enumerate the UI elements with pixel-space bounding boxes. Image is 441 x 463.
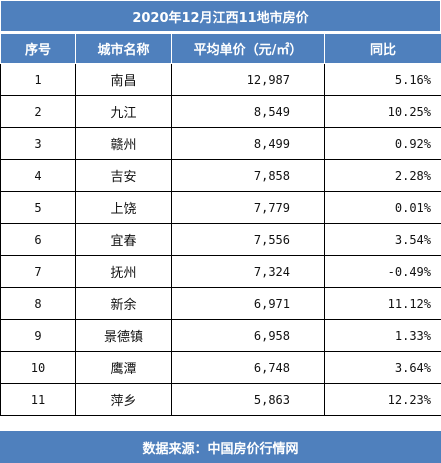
cell-index: 11: [0, 383, 76, 416]
table-row: 5 上饶 7,779 0.01%: [0, 191, 441, 224]
table-row: 2 九江 8,549 10.25%: [0, 95, 441, 128]
cell-city: 抚州: [75, 255, 172, 288]
cell-yoy: 2.28%: [324, 159, 441, 192]
table-row: 11 萍乡 5,863 12.23%: [0, 383, 441, 416]
header-city: 城市名称: [75, 33, 172, 64]
cell-yoy: -0.49%: [324, 255, 441, 288]
cell-index: 10: [0, 351, 76, 384]
cell-index: 9: [0, 319, 76, 352]
cell-price: 8,499: [171, 127, 325, 160]
cell-yoy: 11.12%: [324, 287, 441, 320]
cell-index: 4: [0, 159, 76, 192]
cell-yoy: 0.01%: [324, 191, 441, 224]
cell-yoy: 3.64%: [324, 351, 441, 384]
cell-index: 7: [0, 255, 76, 288]
cell-city: 萍乡: [75, 383, 172, 416]
cell-price: 7,556: [171, 223, 325, 256]
table-row: 8 新余 6,971 11.12%: [0, 287, 441, 320]
title-divider: [0, 31, 441, 33]
cell-city: 南昌: [75, 63, 172, 96]
city-price-table: 序号 城市名称 平均单价（元/㎡） 同比 1 南昌 12,987 5.16% 2…: [0, 33, 441, 416]
cell-price: 7,779: [171, 191, 325, 224]
cell-price: 5,863: [171, 383, 325, 416]
header-index: 序号: [0, 33, 76, 64]
table-row: 10 鹰潭 6,748 3.64%: [0, 351, 441, 384]
cell-city: 鹰潭: [75, 351, 172, 384]
cell-city: 景德镇: [75, 319, 172, 352]
cell-yoy: 3.54%: [324, 223, 441, 256]
table-row: 3 赣州 8,499 0.92%: [0, 127, 441, 160]
cell-yoy: 5.16%: [324, 63, 441, 96]
cell-yoy: 12.23%: [324, 383, 441, 416]
cell-price: 6,748: [171, 351, 325, 384]
cell-city: 吉安: [75, 159, 172, 192]
table-row: 4 吉安 7,858 2.28%: [0, 159, 441, 192]
header-price: 平均单价（元/㎡）: [171, 33, 325, 64]
cell-city: 九江: [75, 95, 172, 128]
cell-city: 新余: [75, 287, 172, 320]
cell-price: 6,971: [171, 287, 325, 320]
cell-city: 宜春: [75, 223, 172, 256]
cell-price: 12,987: [171, 63, 325, 96]
cell-index: 1: [0, 63, 76, 96]
header-row: 序号 城市名称 平均单价（元/㎡） 同比: [0, 33, 441, 64]
cell-price: 6,958: [171, 319, 325, 352]
cell-index: 8: [0, 287, 76, 320]
cell-price: 8,549: [171, 95, 325, 128]
cell-city: 上饶: [75, 191, 172, 224]
cell-index: 5: [0, 191, 76, 224]
cell-index: 2: [0, 95, 76, 128]
table-row: 7 抚州 7,324 -0.49%: [0, 255, 441, 288]
source-footer: 数据来源：中国房价行情网: [0, 431, 441, 463]
cell-yoy: 1.33%: [324, 319, 441, 352]
table-row: 6 宜春 7,556 3.54%: [0, 223, 441, 256]
header-yoy: 同比: [324, 33, 441, 64]
cell-yoy: 10.25%: [324, 95, 441, 128]
cell-index: 6: [0, 223, 76, 256]
cell-yoy: 0.92%: [324, 127, 441, 160]
cell-city: 赣州: [75, 127, 172, 160]
cell-price: 7,858: [171, 159, 325, 192]
cell-index: 3: [0, 127, 76, 160]
cell-price: 7,324: [171, 255, 325, 288]
table-row: 9 景德镇 6,958 1.33%: [0, 319, 441, 352]
table-row: 1 南昌 12,987 5.16%: [0, 63, 441, 96]
table-title: 2020年12月江西11地市房价: [1, 1, 440, 31]
